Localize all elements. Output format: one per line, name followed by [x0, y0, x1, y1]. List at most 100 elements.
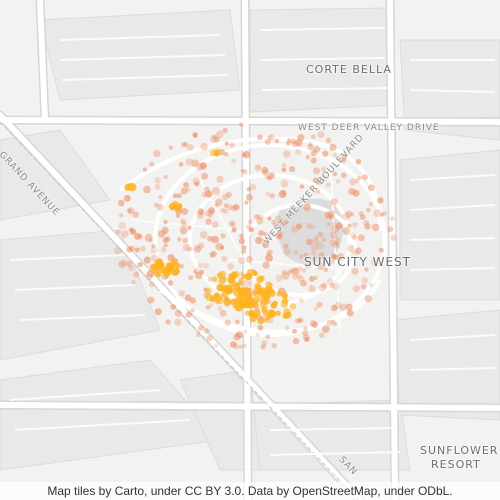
heat-dot: [302, 268, 307, 273]
heat-dot-hot: [218, 270, 227, 279]
heat-dot: [176, 193, 182, 199]
heat-dot: [304, 337, 310, 342]
heat-dot: [245, 193, 253, 201]
heat-dot-hot: [174, 262, 181, 269]
heat-dot: [205, 218, 212, 225]
heat-dot: [158, 195, 163, 199]
heat-dot: [139, 245, 146, 252]
heat-dot: [187, 246, 193, 252]
heat-dot: [283, 243, 289, 249]
heat-dot: [346, 309, 354, 317]
heat-dot: [123, 194, 131, 202]
heat-dot: [256, 217, 264, 225]
heat-dot: [299, 254, 304, 259]
heat-dot: [291, 267, 299, 275]
heat-dot-hot: [235, 297, 243, 305]
heat-dot: [186, 187, 191, 192]
heat-dot: [313, 146, 321, 153]
heat-dot: [363, 220, 370, 226]
heat-dot-hot: [281, 297, 289, 305]
heat-dot: [377, 197, 384, 204]
heat-dot: [162, 237, 169, 244]
heat-dot: [265, 254, 273, 262]
heat-dot: [235, 319, 240, 325]
heat-dot: [115, 230, 121, 235]
heat-dot: [309, 275, 315, 282]
heat-dot: [203, 186, 210, 193]
heat-dot: [313, 167, 321, 175]
heat-dot: [131, 280, 136, 285]
heat-dot: [229, 142, 235, 148]
heat-dot: [272, 222, 279, 228]
heat-dot: [369, 283, 374, 288]
heat-dot-hot: [213, 148, 220, 155]
heat-dot: [195, 163, 204, 171]
heat-dot: [203, 328, 210, 334]
heat-dot: [349, 178, 357, 186]
heat-dot-hot: [256, 275, 264, 284]
heat-dot: [318, 252, 325, 259]
heat-dot: [389, 216, 395, 222]
heat-dot: [225, 191, 232, 198]
heat-dot: [312, 256, 317, 261]
heat-dot: [194, 181, 200, 187]
heat-dot: [282, 163, 287, 168]
heat-dot-hot: [272, 300, 278, 306]
heat-dot: [220, 208, 225, 213]
heat-dot: [267, 249, 273, 256]
heat-dot: [212, 187, 221, 195]
heat-dot: [321, 282, 328, 289]
heat-dot: [197, 262, 204, 269]
heat-dot: [323, 267, 329, 273]
heat-dot: [130, 228, 136, 234]
heat-dot: [332, 321, 337, 326]
heat-dot: [121, 259, 128, 267]
heat-dot: [153, 149, 161, 158]
heat-dot: [142, 167, 148, 172]
heat-dot-hot: [276, 291, 283, 297]
heat-dot: [200, 231, 208, 239]
heat-dot: [341, 152, 348, 160]
heat-dot: [248, 226, 255, 233]
heat-dot: [357, 175, 362, 180]
heat-dot: [367, 184, 375, 192]
heat-dot: [281, 167, 287, 172]
place-label-sun-city-west: SUN CITY WEST: [304, 255, 411, 269]
heat-dot: [174, 309, 182, 317]
heat-dot-hot: [239, 293, 246, 300]
heat-dot-hot: [162, 269, 171, 278]
heat-dot: [114, 247, 122, 255]
heat-dot: [118, 260, 126, 269]
heat-dot: [181, 221, 187, 228]
heat-dot-hot: [244, 310, 251, 316]
heat-dot: [370, 258, 379, 267]
heat-dot: [185, 311, 192, 318]
heat-dot: [322, 325, 330, 333]
heat-dot: [303, 252, 308, 257]
heat-dot: [187, 225, 192, 230]
heat-dot: [145, 273, 153, 281]
heat-dot: [126, 246, 133, 253]
heat-dot: [154, 177, 161, 184]
heat-dot: [219, 309, 227, 317]
heat-dot: [238, 344, 243, 349]
heat-dot: [258, 229, 265, 236]
heat-dot: [321, 237, 327, 242]
heat-dot: [262, 231, 268, 237]
heat-dot: [168, 145, 173, 150]
heat-dot: [209, 303, 214, 308]
heat-dot: [306, 223, 313, 230]
heat-dot: [163, 243, 168, 248]
heat-dot: [154, 183, 161, 190]
heat-dot: [193, 267, 200, 274]
heat-dot-hot: [218, 277, 226, 285]
heat-dot: [207, 276, 213, 282]
heat-dot: [207, 207, 215, 214]
heat-dot: [246, 224, 250, 229]
heat-dot: [310, 134, 316, 140]
heat-dot: [290, 138, 296, 145]
heat-dot: [230, 341, 237, 348]
heat-dot: [201, 172, 209, 180]
heat-dot-hot: [246, 268, 255, 277]
